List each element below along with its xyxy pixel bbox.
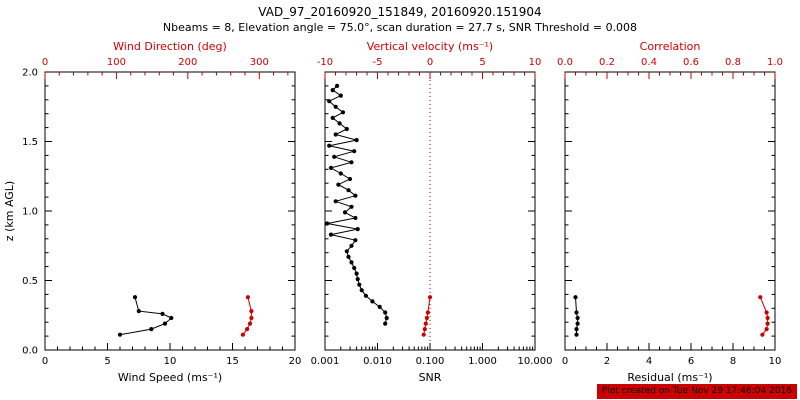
svg-text:5: 5 (479, 57, 485, 68)
creation-timestamp: Plot created on Tue Nov 29 17:46:04 2016 (596, 384, 797, 399)
wind-top-axis-title: Wind Direction (deg) (113, 40, 227, 53)
svg-text:2.0: 2.0 (22, 68, 38, 79)
svg-text:8: 8 (730, 356, 736, 367)
svg-text:100: 100 (107, 57, 126, 68)
svg-text:0.2: 0.2 (599, 57, 615, 68)
svg-text:15: 15 (226, 356, 239, 367)
vertical-velocity-series (421, 295, 433, 337)
snr-profile-series (325, 83, 389, 326)
correlation-series (758, 295, 770, 337)
svg-text:20: 20 (289, 356, 302, 367)
svg-text:0.001: 0.001 (311, 356, 340, 367)
svg-text:0.100: 0.100 (416, 356, 445, 367)
residual-bottom-axis-title: Residual (ms⁻¹) (627, 371, 712, 384)
wind-frame (44, 71, 296, 351)
wind-speed-series (117, 295, 174, 337)
plot-title: VAD_97_20160920_151849, 20160920.151904 (258, 5, 542, 19)
svg-text:-10: -10 (317, 57, 333, 68)
svg-text:10: 10 (529, 57, 542, 68)
svg-text:200: 200 (178, 57, 197, 68)
svg-text:0: 0 (42, 356, 48, 367)
svg-text:0.0: 0.0 (557, 57, 573, 68)
snr-bottom-axis-title: SNR (419, 371, 442, 384)
snr-panel: 0.001 0.010 0.100 1.000 10.000 -10 -5 0 5 10 SNR Ve… (311, 40, 553, 384)
svg-text:10.000: 10.000 (518, 356, 553, 367)
wind-bottom-axis-title: Wind Speed (ms⁻¹) (118, 371, 222, 384)
svg-text:1.0: 1.0 (22, 207, 38, 218)
svg-text:6: 6 (688, 356, 694, 367)
wind-direction-series (240, 295, 254, 337)
residual-frame (564, 71, 776, 351)
svg-text:-5: -5 (373, 57, 383, 68)
y-axis-label: z (km AGL) (3, 181, 16, 241)
svg-text:0.010: 0.010 (363, 356, 392, 367)
snr-top-axis-title: Vertical velocity (ms⁻¹) (367, 40, 493, 53)
residual-series (573, 295, 580, 337)
svg-text:0.5: 0.5 (22, 276, 38, 287)
svg-text:0: 0 (427, 57, 433, 68)
svg-text:1.0: 1.0 (767, 57, 783, 68)
svg-text:0.6: 0.6 (683, 57, 699, 68)
residual-panel: 0 2 4 6 8 10 0.0 0.2 0.4 0.6 0.8 1.0 Residual (ms⁻¹)… (557, 40, 783, 384)
svg-text:0.0: 0.0 (22, 346, 38, 357)
svg-text:0.8: 0.8 (725, 57, 741, 68)
svg-text:1.000: 1.000 (468, 356, 497, 367)
svg-text:300: 300 (250, 57, 269, 68)
svg-text:2: 2 (604, 356, 610, 367)
svg-text:4: 4 (646, 356, 652, 367)
svg-text:0.4: 0.4 (641, 57, 657, 68)
svg-text:10: 10 (164, 356, 177, 367)
svg-text:5: 5 (104, 356, 110, 367)
svg-text:0: 0 (42, 57, 48, 68)
svg-text:1.5: 1.5 (22, 137, 38, 148)
residual-top-axis-title: Correlation (640, 40, 701, 53)
plot-subtitle: Nbeams = 8, Elevation angle = 75.0°, sca… (162, 21, 638, 34)
svg-text:0: 0 (562, 356, 568, 367)
svg-text:10: 10 (769, 356, 782, 367)
